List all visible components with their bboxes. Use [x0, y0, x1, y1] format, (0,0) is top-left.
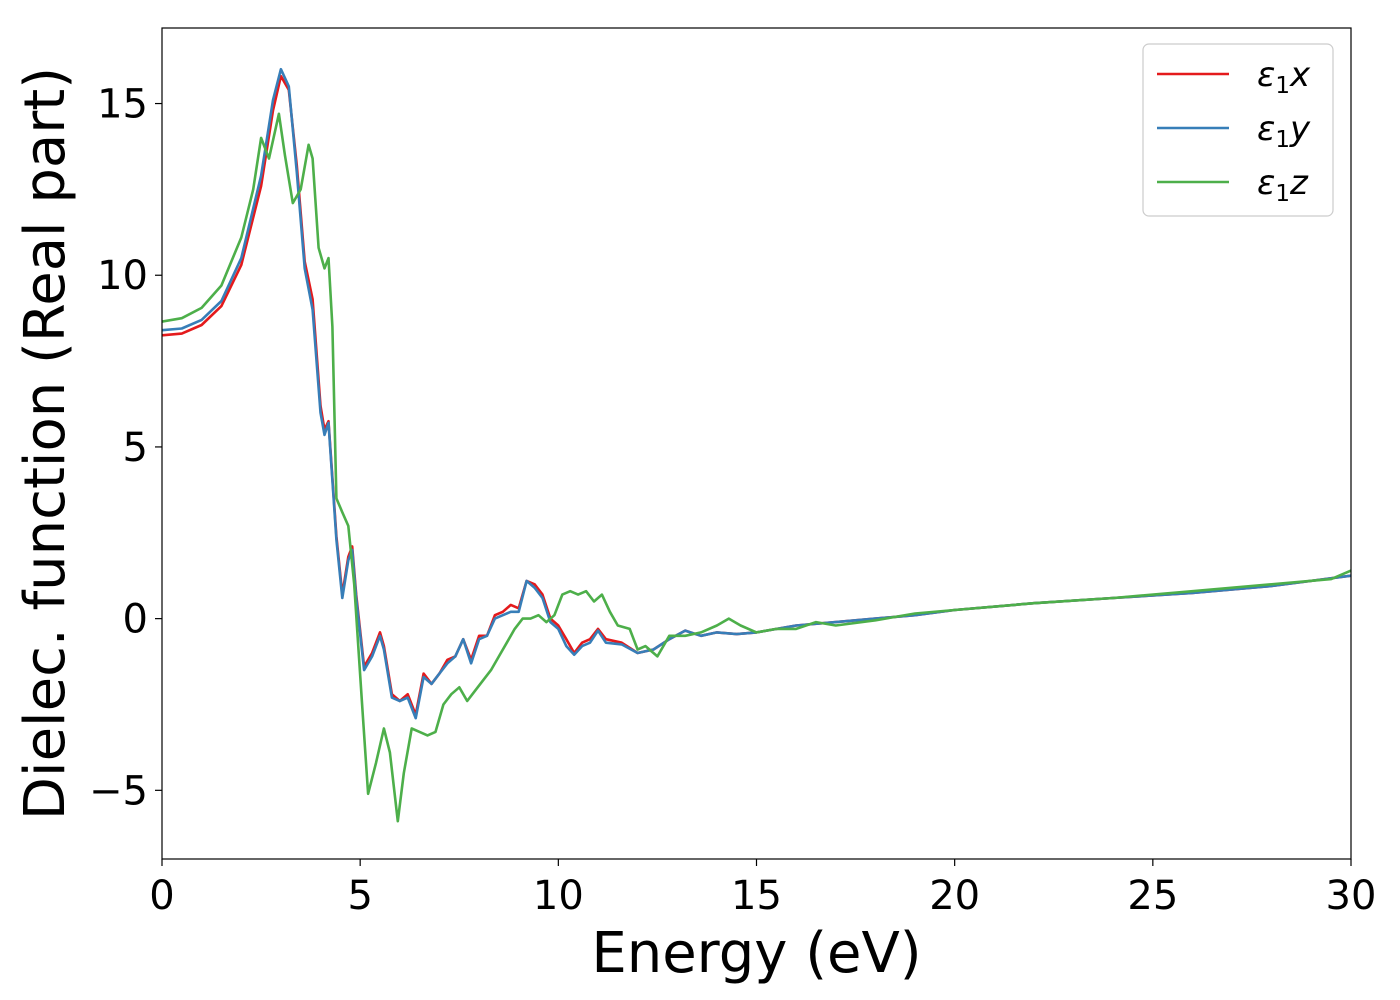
y-axis-label: Dielec. function (Real part) — [13, 67, 78, 820]
y-tick-label: −5 — [89, 768, 148, 814]
series-line-z — [162, 112, 1351, 823]
legend-label-y: ε1y — [1257, 109, 1311, 153]
y-tick-label: 15 — [97, 82, 148, 128]
legend-box — [1142, 43, 1334, 217]
legend-label-z: ε1z — [1257, 163, 1309, 207]
x-axis-label: Energy (eV) — [591, 921, 921, 986]
series-lines — [162, 67, 1351, 823]
series-line-y — [162, 67, 1351, 720]
x-tick-label: 20 — [929, 873, 980, 919]
y-tick-label: 5 — [123, 425, 148, 471]
legend-label-x: ε1x — [1257, 55, 1311, 99]
x-tick-label: 5 — [347, 873, 372, 919]
legend: ε1x ε1y ε1z — [1142, 43, 1334, 217]
y-axis-ticks: −5 0 5 10 15 — [89, 82, 162, 814]
x-tick-label: 25 — [1127, 873, 1178, 919]
x-axis-ticks: 0 5 10 15 20 25 30 — [149, 859, 1376, 919]
x-tick-label: 15 — [731, 873, 782, 919]
y-tick-label: 0 — [123, 597, 148, 643]
x-tick-label: 0 — [149, 873, 174, 919]
y-tick-label: 10 — [97, 253, 148, 299]
x-tick-label: 10 — [533, 873, 584, 919]
x-tick-label: 30 — [1326, 873, 1377, 919]
